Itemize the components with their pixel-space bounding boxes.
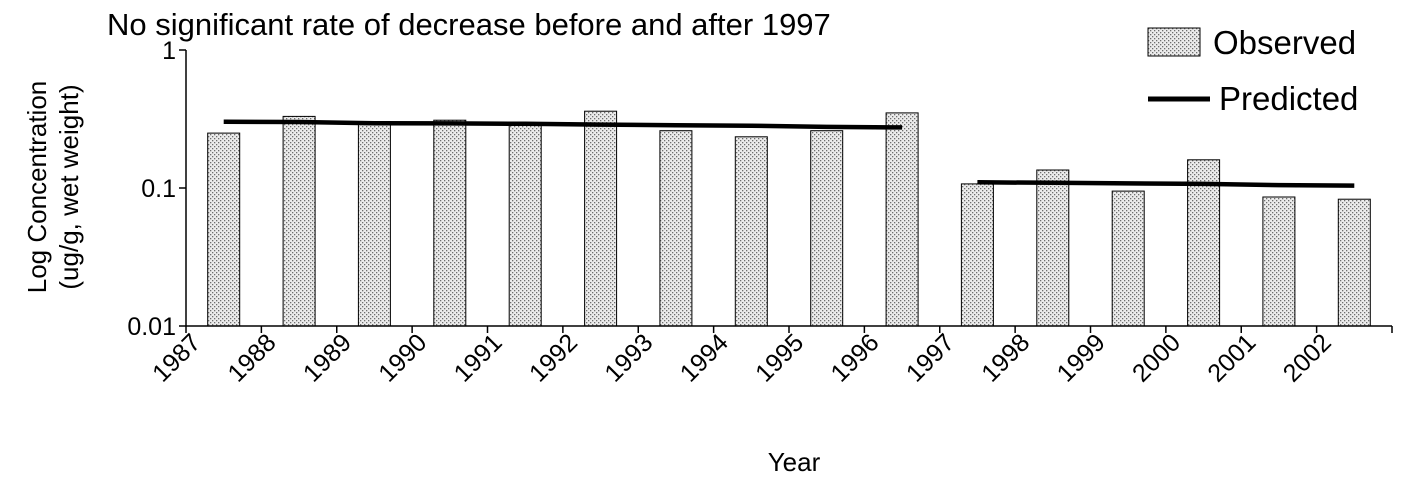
x-tick-label-1989: 1989 xyxy=(298,328,357,387)
y-axis-label-line-1: Log Concentration xyxy=(22,81,52,293)
x-tick-label-1993: 1993 xyxy=(599,328,658,387)
x-tick-label-1988: 1988 xyxy=(222,328,281,387)
predicted-line-segment-2 xyxy=(977,180,1355,188)
bar-2002 xyxy=(1337,198,1371,327)
bar-1991 xyxy=(508,123,542,327)
predicted-lines xyxy=(223,119,1355,188)
bar-1999 xyxy=(1111,190,1145,327)
x-tick-label-1996: 1996 xyxy=(825,328,884,387)
y-tick-label-0.1: 0.1 xyxy=(141,175,176,203)
observed-bars xyxy=(207,110,1371,327)
x-tick-label-2001: 2001 xyxy=(1202,328,1261,387)
bar-1995 xyxy=(810,130,844,327)
x-tick-label-2002: 2002 xyxy=(1278,328,1337,387)
y-axis-label-line-2: (ug/g, wet weight) xyxy=(54,84,84,289)
legend: Observed Predicted xyxy=(1147,24,1358,117)
bar-1997 xyxy=(960,183,994,327)
x-axis-label: Year xyxy=(768,447,821,477)
legend-swatch-observed xyxy=(1147,27,1201,57)
y-tick-label-1: 1 xyxy=(162,37,176,65)
x-tick-label-1998: 1998 xyxy=(976,328,1035,387)
x-tick-label-1997: 1997 xyxy=(901,328,960,387)
bar-1990 xyxy=(433,119,467,327)
predicted-line-segment-1 xyxy=(223,119,903,130)
legend-label-predicted: Predicted xyxy=(1219,80,1358,117)
x-tick-label-1991: 1991 xyxy=(449,328,508,387)
bar-1992 xyxy=(584,110,618,327)
bar-2000 xyxy=(1187,159,1221,327)
bar-1998 xyxy=(1036,169,1070,327)
bar-1987 xyxy=(207,132,241,327)
chart-title: No significant rate of decrease before a… xyxy=(107,7,831,42)
x-tick-label-1999: 1999 xyxy=(1052,328,1111,387)
legend-label-observed: Observed xyxy=(1213,24,1356,61)
x-tick-label-1995: 1995 xyxy=(750,328,809,387)
x-tick-label-1994: 1994 xyxy=(675,328,734,387)
x-tick-label-2000: 2000 xyxy=(1127,328,1186,387)
bar-1993 xyxy=(659,130,693,327)
y-tick-label-0.01: 0.01 xyxy=(127,313,176,341)
x-axis-ticks: 1987 1988 1989 1990 1991 1992 1993 1994 1995 1996… xyxy=(147,326,1393,388)
bar-1989 xyxy=(357,123,391,327)
bar-1988 xyxy=(282,115,316,327)
bar-1994 xyxy=(734,136,768,327)
y-axis-ticks: 0.01 0.1 1 xyxy=(127,37,186,341)
x-tick-label-1992: 1992 xyxy=(524,328,583,387)
bar-2001 xyxy=(1262,196,1296,327)
bar-1996 xyxy=(885,112,919,327)
x-tick-label-1990: 1990 xyxy=(373,328,432,387)
